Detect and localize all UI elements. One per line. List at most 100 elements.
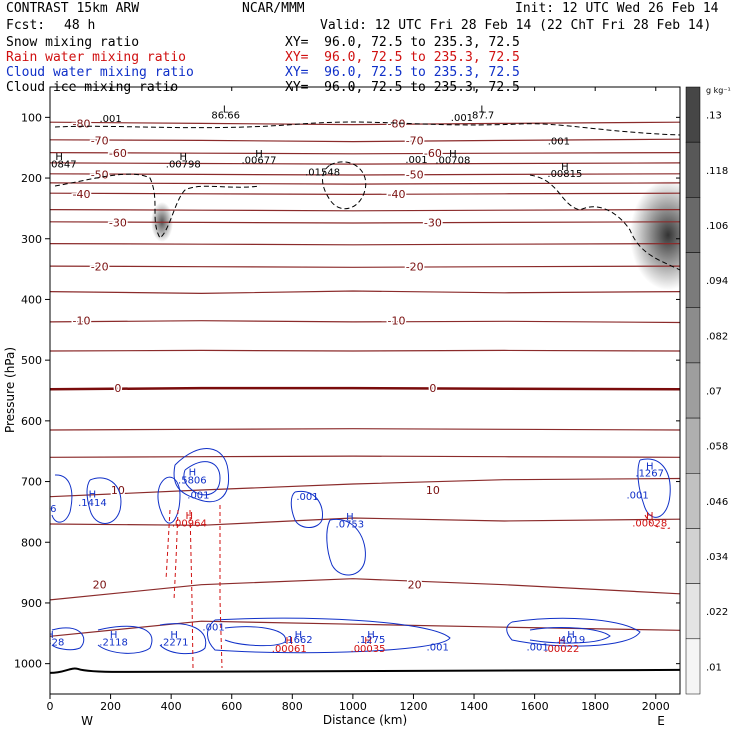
cloud-water-value-label: .001 <box>296 492 318 503</box>
snow-value-label: L <box>223 104 229 115</box>
x-tick-label: 2000 <box>642 700 670 713</box>
cloud-water-value-label: .1414 <box>78 498 107 509</box>
snow-value-label: H <box>180 152 188 163</box>
colorbar-label: .07 <box>706 387 722 398</box>
y-axis-label: Pressure (hPa) <box>3 347 17 433</box>
cloud-water-contour <box>173 448 230 503</box>
colorbar-label: .082 <box>706 331 728 342</box>
rain-value-label: .00035 <box>351 644 386 655</box>
cloud-water-contour <box>326 518 366 576</box>
snow-value-label: .001 <box>548 137 570 148</box>
colorbar-swatch <box>685 362 701 419</box>
colorbar-label: .13 <box>706 111 722 122</box>
snow-value-label: .00815 <box>547 169 582 180</box>
cloud-water-contour <box>51 474 73 523</box>
cloud-water-value-label: .2328 <box>36 637 65 648</box>
y-tick-label: 500 <box>21 354 42 367</box>
rain-contour <box>644 514 671 529</box>
rain-value-label: .00022 <box>544 644 579 655</box>
cloud-water-contour <box>183 461 221 496</box>
snow-value-label: H <box>561 162 569 173</box>
temperature-contour <box>50 209 680 212</box>
field-cloudwater-name: Cloud water mixing ratio <box>6 65 194 80</box>
cloud-water-value-label: .1662 <box>284 635 313 646</box>
cloud-water-value-label: H <box>110 630 118 641</box>
field-rain-xy: XY= 96.0, 72.5 to 235.3, 72.5 <box>285 50 520 65</box>
x-tick-label: 0 <box>47 700 54 713</box>
colorbar-label: .01 <box>706 662 722 673</box>
cloud-water-contour <box>97 625 153 654</box>
temperature-contour-label: -70 <box>91 134 109 147</box>
colorbar: .13 .118 .106 .094 .082 .07 .058 .046 .034 .022 .0… <box>685 86 728 695</box>
colorbar-swatch <box>685 307 701 364</box>
temperature-contour <box>50 320 680 324</box>
model-title: CONTRAST 15km ARW <box>6 1 140 16</box>
cloud-water-value-label: .001 <box>626 491 648 502</box>
colorbar-swatch <box>685 252 701 308</box>
temperature-contour <box>50 578 680 601</box>
forecast-value: 48 h <box>64 18 96 33</box>
colorbar-swatch <box>685 583 701 640</box>
temperature-contour <box>50 517 680 526</box>
temperature-contour <box>50 152 680 155</box>
snow-contour <box>54 173 261 239</box>
cloud-water-value-label: H <box>567 630 575 641</box>
cloud-water-value-label: .0753 <box>336 520 365 531</box>
rain-value-label: H <box>364 636 372 647</box>
temperature-contour <box>50 265 680 268</box>
surface-line <box>50 667 680 674</box>
rain-value-label: .00028 <box>632 518 667 529</box>
colorbar-label: .034 <box>706 552 728 563</box>
snow-value-label: L <box>480 104 486 115</box>
snow-value-label: H <box>449 149 457 160</box>
temperature-contour-label: -50 <box>91 168 109 181</box>
snow-value-label: H <box>55 152 63 163</box>
colorbar-unit: g kg⁻¹ <box>706 86 731 95</box>
temperature-contour <box>50 477 680 498</box>
rain-value-label: H <box>186 511 194 522</box>
field-snow-xy: XY= 96.0, 72.5 to 235.3, 72.5 <box>285 35 520 50</box>
plot-frame <box>49 86 681 695</box>
cloud-water-value-label: .1267 <box>635 469 664 480</box>
temperature-contour <box>50 349 680 352</box>
colorbar-swatch <box>685 197 701 253</box>
cloud-water-value-label: H <box>189 467 197 478</box>
snow-value-label: .00847 <box>42 160 77 171</box>
temperature-contour-label: -60 <box>424 147 442 160</box>
forecast-label: Fcst: <box>6 18 46 33</box>
y-tick-label: 400 <box>21 293 42 306</box>
cloud-water-value-label: .1275 <box>357 635 386 646</box>
east-end-label: E <box>657 714 665 728</box>
y-tick-label: 700 <box>21 476 42 489</box>
snow-contour <box>322 161 367 210</box>
cloud-water-contour <box>207 617 451 654</box>
temperature-contour-label: 20 <box>408 579 422 592</box>
plot-area: -80 -80-70 -70-60 -60-50 -50-40 -40-30 -30-20-… <box>36 104 680 674</box>
temperature-contour-label: -60 <box>109 147 127 160</box>
cloud-water-value-label: H <box>46 630 54 641</box>
temperature-contour-label: -40 <box>388 188 406 201</box>
west-end-label: W <box>81 714 93 728</box>
cloud-water-value-label: .2118 <box>99 637 128 648</box>
temperature-contour <box>50 192 680 196</box>
temperature-contour-label: -50 <box>406 168 424 181</box>
temperature-contour-label: -10 <box>388 315 406 328</box>
colorbar-swatch <box>685 528 701 584</box>
cloud-water-value-label: .5806 <box>178 475 207 486</box>
temperature-contour-label: -70 <box>406 134 424 147</box>
y-tick-label: 200 <box>21 172 42 185</box>
temperature-contour <box>50 386 680 391</box>
rain-value-label: H <box>646 511 654 522</box>
temperature-contour-label: -80 <box>388 117 406 130</box>
rain-contour <box>189 509 194 669</box>
cloud-water-contour <box>506 617 641 647</box>
snow-value-label: .001 <box>405 155 427 166</box>
temperature-contour <box>50 138 680 143</box>
y-tick-label: 300 <box>21 233 42 246</box>
colorbar-label: .022 <box>706 607 728 618</box>
cloud-water-value-label: H <box>89 489 97 500</box>
snow-value-label: 87.7 <box>472 111 494 122</box>
colorbar-swatch <box>685 417 701 474</box>
temperature-contour <box>50 121 680 126</box>
temperature-contour <box>50 620 680 637</box>
